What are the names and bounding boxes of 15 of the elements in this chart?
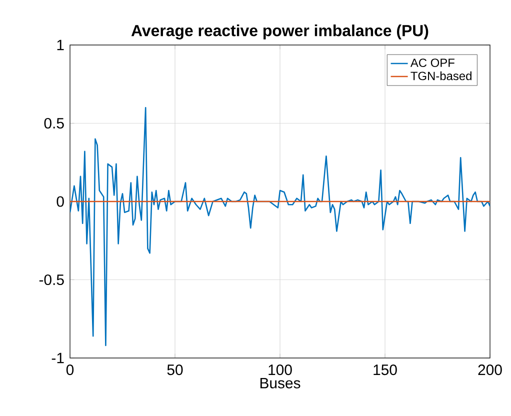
chart-title: Average reactive power imbalance (PU): [131, 24, 428, 40]
y-tick-label: 0.5: [44, 118, 64, 129]
legend-label: AC OPF: [410, 58, 454, 68]
y-tick-label: 1: [57, 40, 64, 50]
line-series: [70, 106, 490, 346]
x-tick-label: 50: [167, 364, 183, 376]
x-tick-label: 0: [66, 364, 74, 376]
x-axis-title: Buses: [260, 378, 300, 388]
x-tick-label: 200: [478, 364, 502, 376]
legend-label: TGN-based: [410, 71, 472, 80]
x-tick-label: 150: [374, 364, 397, 376]
y-tick-label: -1: [52, 352, 64, 364]
x-tick-label: 100: [268, 364, 292, 376]
y-tick-label: 0: [56, 196, 64, 207]
y-tick-label: -0.5: [39, 274, 64, 286]
